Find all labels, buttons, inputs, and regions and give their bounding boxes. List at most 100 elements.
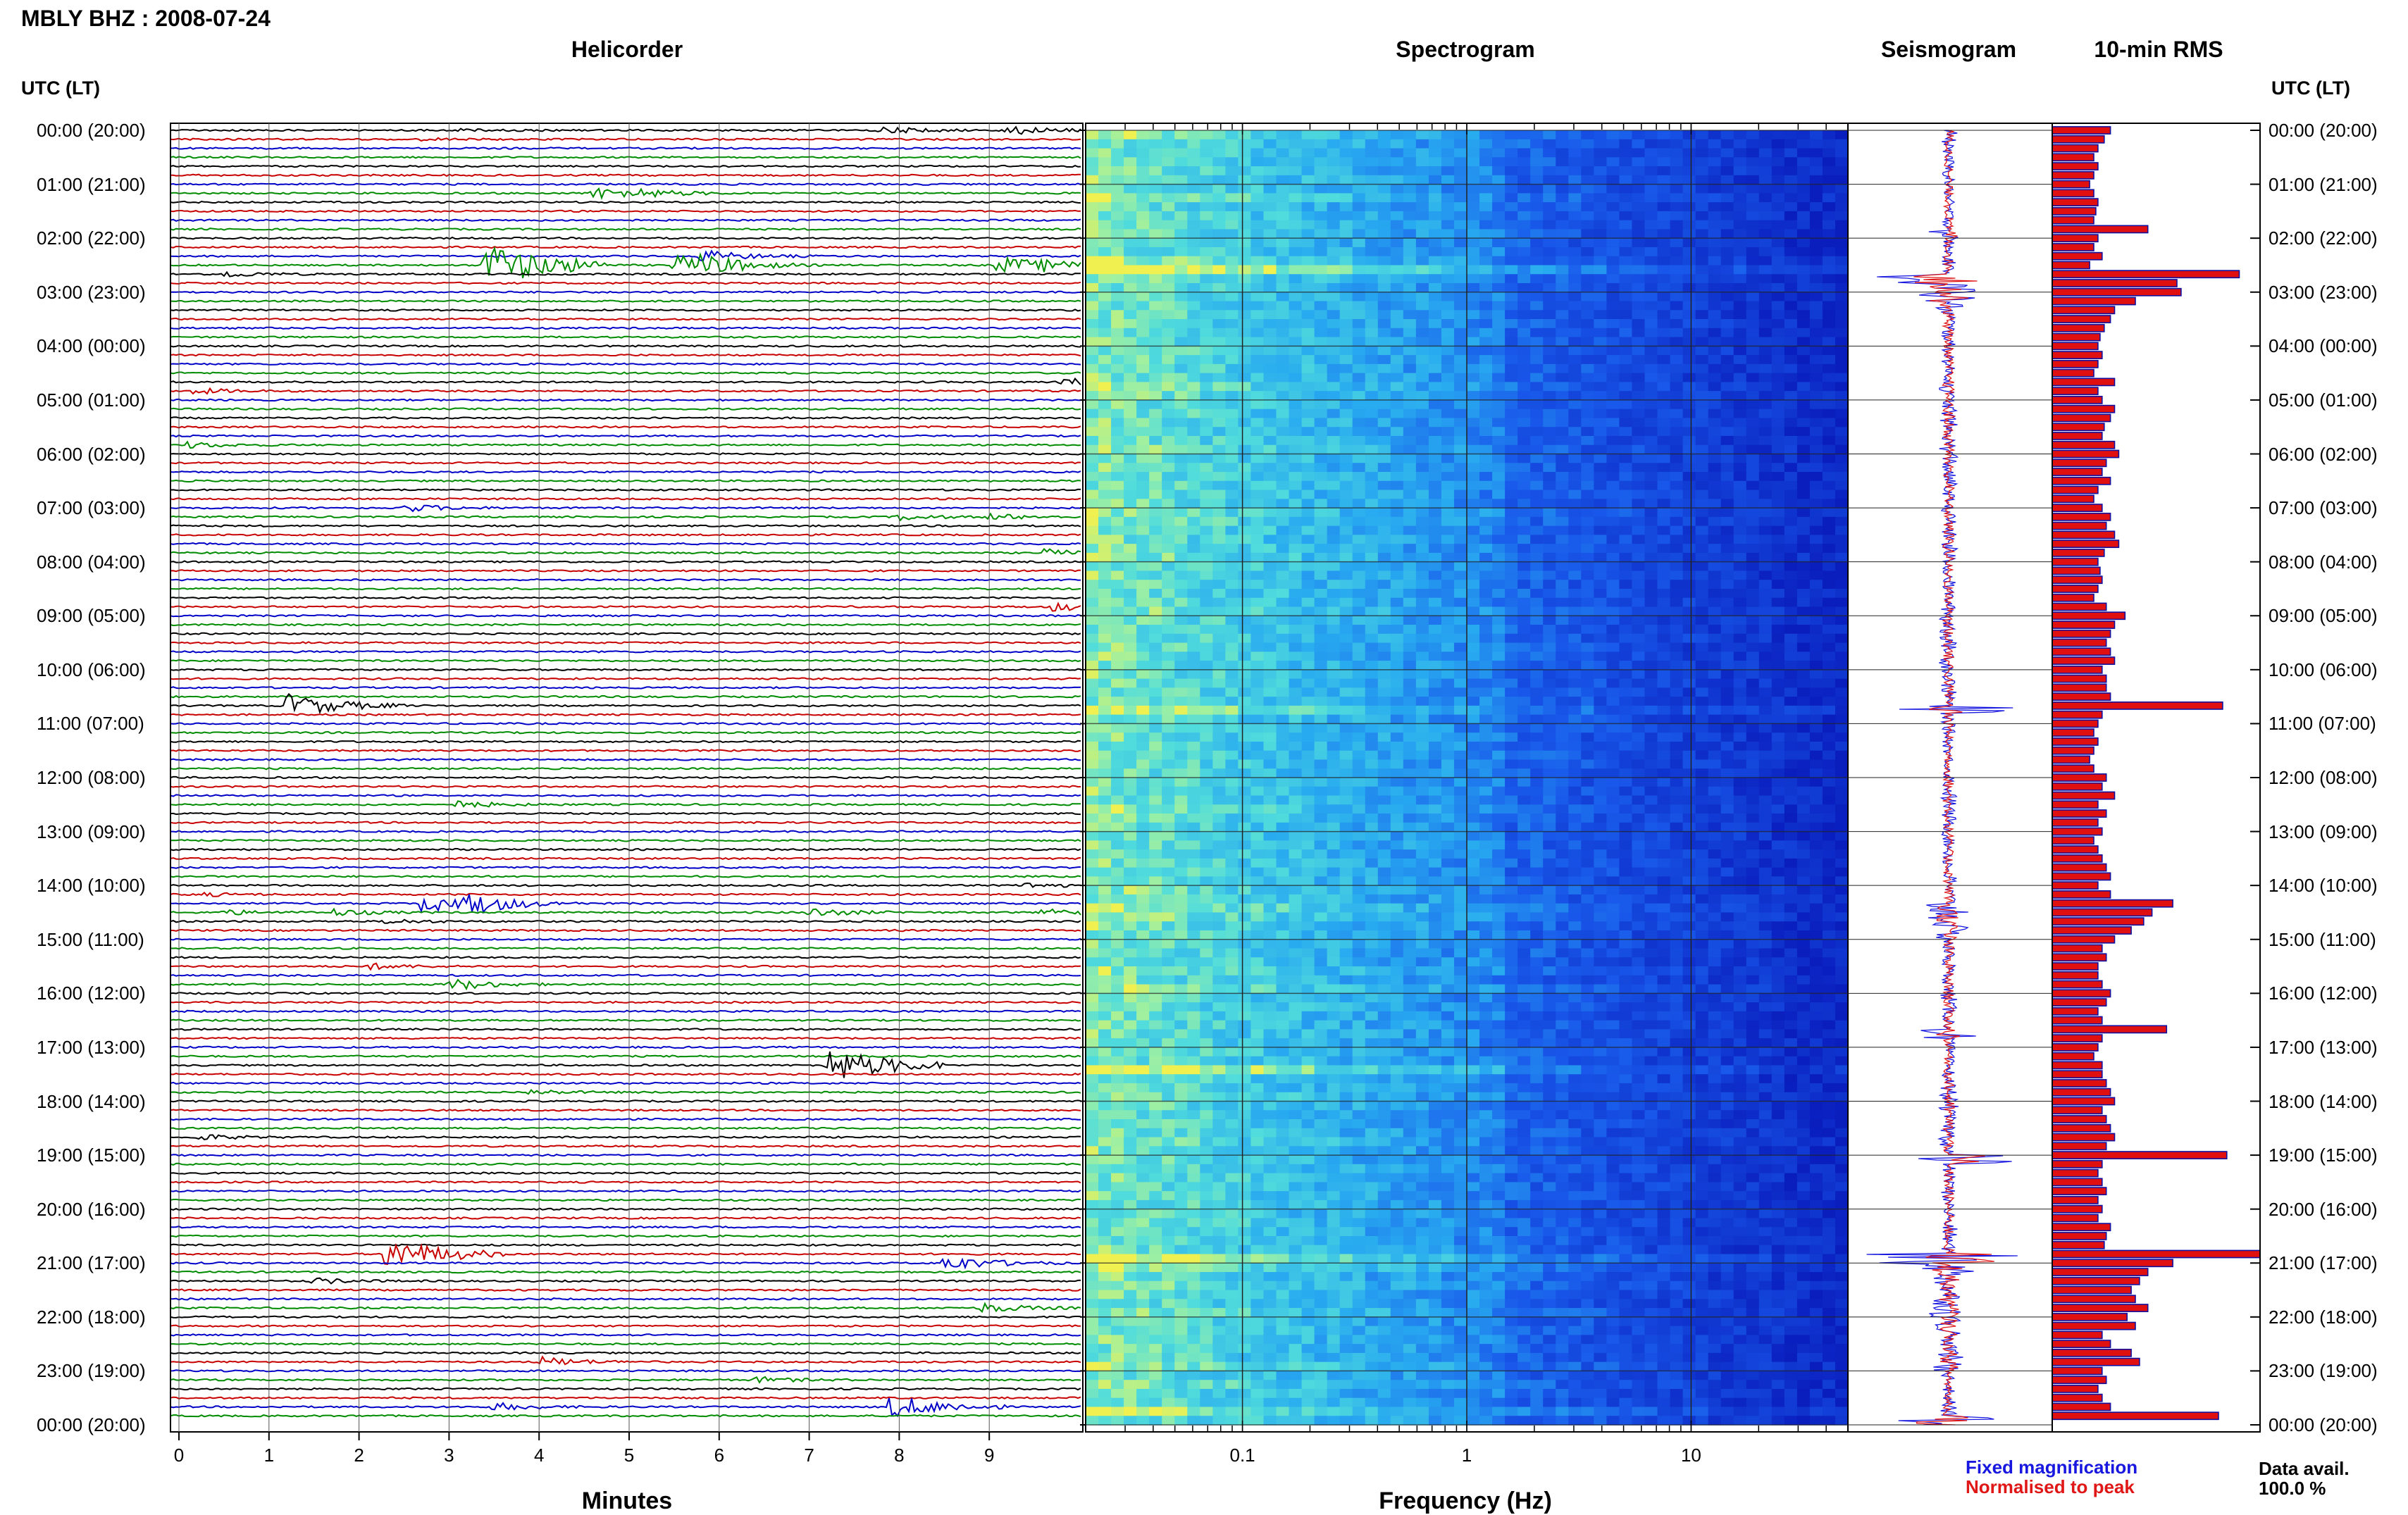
helicorder-row-trace <box>170 417 1081 418</box>
time-label-left: 16:00 (12:00) <box>37 983 146 1004</box>
helicorder-row-trace <box>170 867 1081 868</box>
helicorder-row-trace <box>170 1334 1081 1335</box>
helicorder-row-trace <box>170 894 1081 912</box>
rms-bar <box>2052 1242 2104 1249</box>
rms-bar <box>2052 1314 2127 1321</box>
helicorder-row-trace <box>170 615 1081 616</box>
helicorder-row-trace <box>170 642 1081 643</box>
rms-bar <box>2052 693 2111 700</box>
time-label-left: 20:00 (16:00) <box>37 1199 146 1221</box>
helicorder-row-trace <box>170 1357 1081 1364</box>
helicorder-row-trace <box>170 1235 1081 1237</box>
minute-tick-4: 4 <box>534 1445 544 1466</box>
helicorder-row-trace <box>170 1209 1081 1210</box>
rms-bar <box>2052 1187 2106 1195</box>
rms-bar <box>2052 900 2173 907</box>
helicorder-row-trace <box>170 379 1081 385</box>
time-label-right: 14:00 (10:00) <box>2269 875 2378 897</box>
rms-bar <box>2052 819 2098 826</box>
helicorder-row-trace <box>170 633 1081 635</box>
helicorder-row-trace <box>170 251 1081 261</box>
helicorder-row-trace <box>170 1028 1081 1030</box>
rms-bar <box>2052 630 2111 637</box>
helicorder-row-trace <box>170 1271 1081 1273</box>
rms-bar <box>2052 594 2094 601</box>
minute-tick-5: 5 <box>624 1445 634 1466</box>
rms-bar <box>2052 172 2094 179</box>
helicorder-row-trace <box>170 453 1081 454</box>
rms-bar <box>2052 468 2102 475</box>
time-label-left: 02:00 (22:00) <box>37 227 146 249</box>
rms-bar <box>2052 459 2106 466</box>
time-label-right: 02:00 (22:00) <box>2269 227 2378 249</box>
rms-bar <box>2052 873 2111 880</box>
rms-bar <box>2052 855 2102 862</box>
time-label-left: 12:00 (08:00) <box>37 767 146 789</box>
rms-bar <box>2052 1412 2218 1419</box>
frequency-tick-1: 1 <box>1462 1445 1472 1466</box>
rms-bar <box>2052 1206 2102 1213</box>
helicorder-row-trace <box>170 883 1081 887</box>
helicorder-row-trace <box>170 1217 1081 1218</box>
time-label-right: 15:00 (11:00) <box>2269 929 2376 951</box>
rms-bar <box>2052 864 2106 871</box>
rms-bar <box>2052 325 2104 332</box>
helicorder-row-trace <box>170 768 1081 769</box>
time-label-left: 01:00 (21:00) <box>37 174 146 196</box>
helicorder-row-trace <box>170 399 1081 401</box>
helicorder-row-trace <box>170 1090 1081 1095</box>
rms-bar <box>2052 1214 2098 1221</box>
helicorder-row-trace <box>170 1343 1081 1345</box>
helicorder-row-trace <box>170 570 1081 571</box>
helicorder-row-trace <box>170 732 1081 733</box>
helicorder-row-trace <box>170 1325 1081 1326</box>
rms-bar <box>2052 1125 2111 1132</box>
helicorder-row-trace <box>170 1047 1081 1048</box>
rms-bar <box>2052 666 2102 673</box>
helicorder-row-trace <box>170 272 1081 276</box>
helicorder-row-trace <box>170 1011 1081 1012</box>
helicorder-row-trace <box>170 1002 1081 1003</box>
helicorder-row-trace <box>170 1118 1081 1120</box>
helicorder-row-trace <box>170 579 1081 580</box>
helicorder-row-trace <box>170 786 1081 787</box>
rms-bar <box>2052 370 2094 377</box>
helicorder-row-trace <box>170 1226 1081 1228</box>
helicorder-row-trace <box>170 920 1081 923</box>
rms-bar <box>2052 783 2102 790</box>
helicorder-row-trace <box>170 318 1081 320</box>
helicorder-row-trace <box>170 669 1081 671</box>
helicorder-row-trace <box>170 1259 1081 1268</box>
time-label-left: 15:00 (11:00) <box>37 929 144 951</box>
rms-bar <box>2052 136 2104 143</box>
rms-bar <box>2052 972 2098 979</box>
rms-bar <box>2052 612 2125 619</box>
helicorder-row-trace <box>170 1304 1081 1312</box>
helicorder-row-trace <box>170 849 1081 850</box>
minutes-axis-title: Minutes <box>582 1488 672 1515</box>
time-label-left: 06:00 (02:00) <box>37 444 146 466</box>
helicorder-row-trace <box>170 489 1081 490</box>
helicorder-row-trace <box>170 840 1081 841</box>
rms-bar <box>2052 1340 2111 1347</box>
rms-bar <box>2052 180 2090 187</box>
time-label-right: 01:00 (21:00) <box>2269 174 2378 196</box>
helicorder-row-trace <box>170 1316 1081 1318</box>
time-label-left: 17:00 (13:00) <box>37 1037 146 1059</box>
rms-bar <box>2052 450 2118 457</box>
helicorder-row-trace <box>170 741 1081 742</box>
time-label-left: 08:00 (04:00) <box>37 551 146 573</box>
rms-bar <box>2052 1197 2098 1204</box>
time-label-right: 04:00 (00:00) <box>2269 335 2378 357</box>
rms-bar <box>2052 432 2102 439</box>
helicorder-row-trace <box>170 1397 1081 1399</box>
rms-bar <box>2052 1385 2098 1392</box>
helicorder-traces <box>170 127 1081 1416</box>
rms-bar <box>2052 154 2094 161</box>
rms-bar <box>2052 756 2090 763</box>
frequency-tick-10: 10 <box>1681 1445 1701 1466</box>
helicorder-row-trace <box>170 759 1081 760</box>
helicorder-row-trace <box>170 1083 1081 1084</box>
helicorder-row-trace <box>170 282 1081 284</box>
